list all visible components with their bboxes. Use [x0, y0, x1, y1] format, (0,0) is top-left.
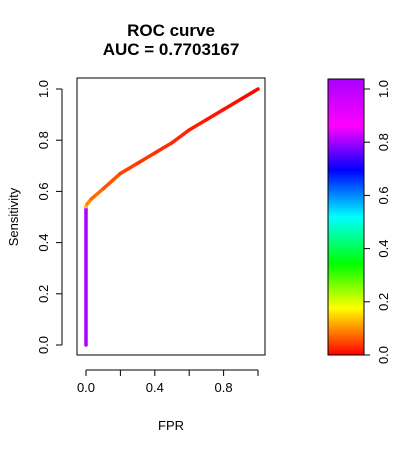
roc-segment	[153, 141, 174, 155]
y-tick-label: 0.2	[36, 285, 51, 303]
roc-segment	[170, 128, 191, 145]
colorbar	[327, 78, 365, 356]
roc-segment	[89, 187, 105, 201]
roc-segment	[135, 151, 157, 165]
x-tick-label: 0.0	[77, 380, 95, 395]
x-axis-label: FPR	[158, 418, 184, 433]
y-tick-label: 0.8	[36, 131, 51, 149]
roc-segment	[187, 117, 209, 132]
roc-line	[84, 87, 260, 347]
colorbar-tick-label: 0.6	[376, 186, 391, 204]
roc-segment	[204, 107, 226, 122]
colorbar-tick-label: 0.2	[376, 293, 391, 311]
y-tick-label: 0.0	[36, 336, 51, 354]
y-tick-label: 0.6	[36, 182, 51, 200]
colorbar-tick-label: 0.4	[376, 240, 391, 258]
x-tick-label: 0.8	[215, 380, 233, 395]
chart-subtitle: AUC = 0.7703167	[103, 40, 240, 59]
y-tick-label: 0.4	[36, 234, 51, 252]
chart-title: ROC curve	[127, 21, 215, 40]
y-tick-label: 1.0	[36, 80, 51, 98]
roc-segment	[221, 97, 243, 112]
x-axis: 0.0 0.4 0.8	[77, 369, 259, 395]
colorbar-tick-label: 0.0	[376, 346, 391, 364]
roc-segment	[239, 87, 260, 101]
colorbar-axis: 0.0 0.2 0.4 0.6 0.8 1.0	[364, 80, 391, 364]
y-axis: 0.0 0.2 0.4 0.6 0.8 1.0	[36, 80, 63, 354]
x-tick-label: 0.4	[146, 380, 164, 395]
plot-frame	[76, 77, 266, 356]
roc-segment	[118, 161, 140, 176]
colorbar-tick-label: 0.8	[376, 133, 391, 151]
colorbar-tick-label: 1.0	[376, 80, 391, 98]
y-axis-label: Sensitivity	[6, 187, 21, 246]
roc-segment	[101, 171, 123, 191]
